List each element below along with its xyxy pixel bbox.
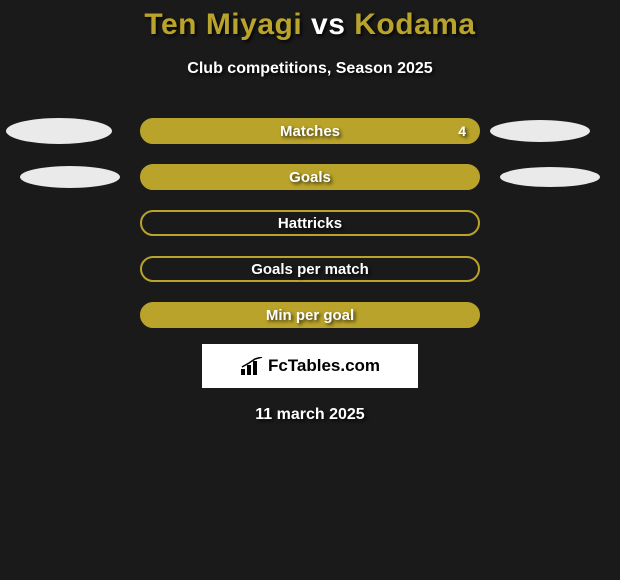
stat-row: Hattricks bbox=[0, 210, 620, 236]
left-ellipse bbox=[6, 118, 112, 144]
stat-row: Goals bbox=[0, 164, 620, 190]
date: 11 march 2025 bbox=[0, 406, 620, 424]
stat-label: Goals bbox=[289, 169, 331, 186]
stat-pill: Hattricks bbox=[140, 210, 480, 236]
stat-label: Hattricks bbox=[278, 215, 342, 232]
stat-label: Goals per match bbox=[251, 261, 369, 278]
comparison-card: Ten Miyagi vs Kodama Club competitions, … bbox=[0, 0, 620, 424]
vs-text: vs bbox=[311, 8, 345, 41]
right-ellipse bbox=[500, 167, 600, 187]
player2-name: Kodama bbox=[354, 8, 475, 41]
subtitle: Club competitions, Season 2025 bbox=[0, 60, 620, 78]
stat-row: Matches 4 bbox=[0, 118, 620, 144]
stat-value-right: 4 bbox=[458, 123, 466, 139]
right-ellipse bbox=[490, 120, 590, 142]
stat-pill: Matches 4 bbox=[140, 118, 480, 144]
logo-box: FcTables.com bbox=[202, 344, 418, 388]
stat-pill: Min per goal bbox=[140, 302, 480, 328]
stat-pill: Goals bbox=[140, 164, 480, 190]
left-ellipse bbox=[20, 166, 120, 188]
stat-label: Matches bbox=[280, 123, 340, 140]
logo: FcTables.com bbox=[240, 356, 380, 376]
stat-pill: Goals per match bbox=[140, 256, 480, 282]
player1-name: Ten Miyagi bbox=[144, 8, 302, 41]
stat-row: Goals per match bbox=[0, 256, 620, 282]
stat-label: Min per goal bbox=[266, 307, 354, 324]
page-title: Ten Miyagi vs Kodama bbox=[0, 8, 620, 42]
logo-text: FcTables.com bbox=[268, 356, 380, 376]
chart-icon bbox=[240, 357, 264, 375]
stat-row: Min per goal bbox=[0, 302, 620, 328]
stat-rows: Matches 4 Goals Hattricks Goals per match Min… bbox=[0, 118, 620, 328]
